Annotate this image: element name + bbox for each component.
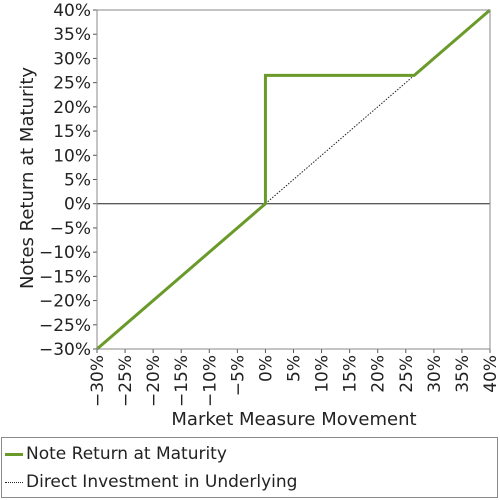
series-line-direct-investment [265,74,415,205]
x-axis-label: Market Measure Movement [171,409,416,430]
y-tick-label: −10% [39,243,91,263]
x-tick-label: −30% [88,355,108,407]
x-tick-label: 25% [397,355,417,393]
plot-frame [96,9,491,350]
x-tick-label: −10% [200,355,220,407]
y-tick-label: 5% [64,171,91,191]
y-tick-label: −15% [39,267,91,287]
legend-swatch-solid [5,452,23,456]
x-axis-ticks: −30% −25% −20% −15% −10% −5% 0% 5% 10% 15% 20% 25% 3… [88,349,500,407]
legend-swatch-dotted [5,481,23,483]
x-tick-label: 15% [341,355,361,393]
x-tick-label: 35% [453,355,473,393]
x-tick-label: −25% [116,355,136,407]
x-tick-label: 30% [425,355,445,393]
x-tick-label: 10% [313,355,333,393]
y-tick-label: 10% [53,146,91,166]
legend-label: Direct Investment in Underlying [26,472,298,492]
y-tick-label: 30% [53,49,91,69]
chart: −30% −25% −20% −15% −10% −5% 0% 5% 10% 15% 20% 25% 3… [17,1,500,430]
x-tick-label: −15% [172,355,192,407]
y-tick-label: −20% [39,292,91,312]
x-tick-label: 40% [481,355,500,393]
y-axis-label: Notes Return at Maturity [17,67,38,289]
legend-item-note-return: Note Return at Maturity [2,440,227,468]
x-tick-label: −5% [228,355,248,396]
y-tick-label: 15% [53,122,91,142]
x-tick-label: 20% [369,355,389,393]
y-tick-label: 35% [53,25,91,45]
y-tick-label: 25% [53,74,91,94]
y-tick-label: −25% [39,316,91,336]
y-tick-label: 0% [64,195,91,215]
y-tick-label: −30% [39,340,91,360]
legend-item-direct-investment: Direct Investment in Underlying [2,468,297,496]
y-tick-label: −5% [50,219,91,239]
legend-label: Note Return at Maturity [26,444,227,464]
series-line-note-return [96,8,491,351]
y-tick-label: 20% [53,98,91,118]
x-tick-label: 0% [256,355,276,382]
y-axis-ticks: −30% −25% −20% −15% −10% −5% 0% 5% 10% 15% 20% 25% 3… [39,1,97,360]
x-tick-label: 5% [285,355,305,382]
legend: Note Return at Maturity Direct Investmen… [1,437,498,498]
y-tick-label: 40% [53,1,91,21]
x-tick-label: −20% [144,355,164,407]
series-layer [96,8,491,351]
